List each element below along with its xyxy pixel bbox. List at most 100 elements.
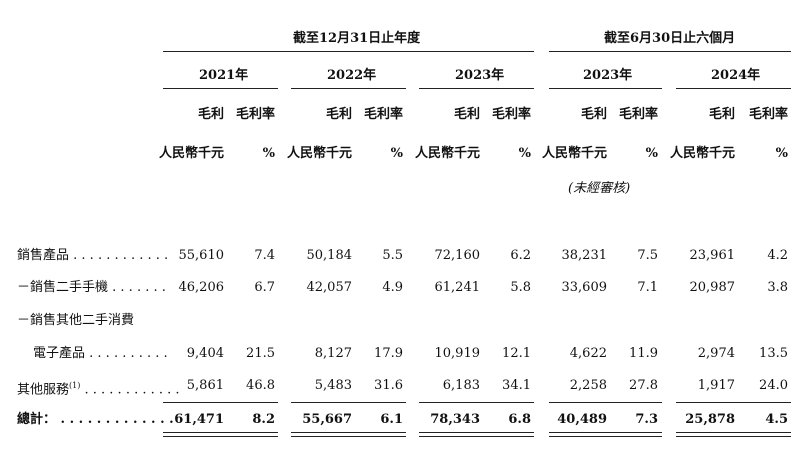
cell: 46.8 bbox=[246, 378, 275, 393]
cell: 38,231 bbox=[561, 248, 608, 263]
interim-period-header: 截至6月30日止六個月 bbox=[604, 31, 736, 46]
cell: 10,919 bbox=[434, 346, 481, 361]
unit-currency-2024: 人民幣千元 bbox=[669, 146, 735, 161]
annual-period-header: 截至12月31日止年度 bbox=[293, 31, 421, 46]
cell: 7.4 bbox=[254, 248, 275, 263]
cell: 9,404 bbox=[186, 346, 224, 361]
cell: 4.2 bbox=[767, 248, 788, 263]
cell: 8,127 bbox=[314, 346, 352, 361]
cell: 7.5 bbox=[637, 248, 658, 263]
year-header-2023: 2023年 bbox=[455, 68, 505, 83]
row-label-products: 銷售產品 . . . . . . . . . . . . bbox=[17, 248, 169, 263]
cell: 55,610 bbox=[178, 248, 225, 263]
cell: 2,258 bbox=[569, 378, 607, 393]
year-rule-2023-interim bbox=[549, 88, 662, 89]
cell: 20,987 bbox=[689, 280, 736, 295]
subtotal-rule bbox=[291, 402, 406, 403]
col-margin-2022: 毛利率 bbox=[363, 107, 403, 122]
unit-currency-2023: 人民幣千元 bbox=[414, 146, 480, 161]
row-label-other-electronics-1: －銷售其他二手消費 bbox=[17, 313, 135, 328]
year-header-2021: 2021年 bbox=[199, 68, 249, 83]
total-double-rule bbox=[549, 432, 662, 437]
total-cell: 8.2 bbox=[252, 412, 275, 427]
cell: 11.9 bbox=[629, 346, 658, 361]
year-rule-2023 bbox=[419, 88, 534, 89]
cell: 6.7 bbox=[254, 280, 275, 295]
cell: 31.6 bbox=[374, 378, 403, 393]
cell: 46,206 bbox=[178, 280, 225, 295]
total-cell: 4.5 bbox=[765, 412, 788, 427]
subtotal-rule bbox=[549, 402, 662, 403]
col-margin-2024: 毛利率 bbox=[748, 107, 788, 122]
cell: 1,917 bbox=[697, 378, 735, 393]
unit-percent-2024: % bbox=[775, 146, 788, 161]
total-cell: 40,489 bbox=[557, 412, 607, 427]
unit-percent-2023: % bbox=[518, 146, 531, 161]
cell: 4.9 bbox=[382, 280, 403, 295]
cell: 27.8 bbox=[629, 378, 658, 393]
total-double-rule bbox=[676, 432, 791, 437]
annual-period-rule bbox=[163, 51, 534, 52]
unaudited-note: (未經審核) bbox=[568, 181, 631, 196]
year-header-2024: 2024年 bbox=[711, 68, 761, 83]
row-label-total: 總計： . . . . . . . . . . . . . bbox=[17, 412, 174, 427]
total-cell: 78,343 bbox=[430, 412, 480, 427]
year-rule-2021 bbox=[163, 88, 278, 89]
col-gross-profit-2021: 毛利 bbox=[197, 107, 224, 122]
total-cell: 55,667 bbox=[302, 412, 352, 427]
cell: 33,609 bbox=[561, 280, 608, 295]
total-cell: 6.1 bbox=[380, 412, 403, 427]
unit-currency-2022: 人民幣千元 bbox=[286, 146, 352, 161]
cell: 4,622 bbox=[569, 346, 607, 361]
row-label-other-services: 其他服務(1) . . . . . . . . . . . . bbox=[17, 381, 180, 398]
cell: 50,184 bbox=[306, 248, 353, 263]
cell: 17.9 bbox=[374, 346, 403, 361]
cell: 5.5 bbox=[382, 248, 403, 263]
col-margin-2023: 毛利率 bbox=[491, 107, 531, 122]
col-gross-profit-2023: 毛利 bbox=[453, 107, 480, 122]
col-gross-profit-2022: 毛利 bbox=[325, 107, 352, 122]
year-rule-2022 bbox=[291, 88, 406, 89]
unit-percent-2023-interim: % bbox=[645, 146, 658, 161]
total-cell: 6.8 bbox=[508, 412, 531, 427]
col-gross-profit-2023-interim: 毛利 bbox=[580, 107, 607, 122]
col-margin-2023-interim: 毛利率 bbox=[618, 107, 658, 122]
cell: 13.5 bbox=[759, 346, 788, 361]
cell: 5,483 bbox=[314, 378, 352, 393]
cell: 34.1 bbox=[502, 378, 531, 393]
cell: 6,183 bbox=[442, 378, 480, 393]
total-double-rule bbox=[419, 432, 534, 437]
cell: 72,160 bbox=[434, 248, 481, 263]
col-gross-profit-2024: 毛利 bbox=[708, 107, 735, 122]
year-rule-2024 bbox=[676, 88, 791, 89]
unit-percent-2021: % bbox=[262, 146, 275, 161]
cell: 12.1 bbox=[502, 346, 531, 361]
year-header-2023-interim: 2023年 bbox=[583, 68, 633, 83]
cell: 3.8 bbox=[767, 280, 788, 295]
row-label-other-electronics-2: 電子產品 . . . . . . . . . . bbox=[33, 346, 168, 361]
cell: 21.5 bbox=[246, 346, 275, 361]
cell: 24.0 bbox=[759, 378, 788, 393]
cell: 5.8 bbox=[510, 280, 531, 295]
subtotal-rule bbox=[419, 402, 534, 403]
cell: 2,974 bbox=[697, 346, 735, 361]
total-cell: 7.3 bbox=[635, 412, 658, 427]
cell: 23,961 bbox=[689, 248, 736, 263]
total-cell: 61,471 bbox=[174, 412, 224, 427]
row-label-used-phones: －銷售二手手機 . . . . . . . bbox=[17, 280, 166, 295]
subtotal-rule bbox=[163, 402, 278, 403]
unit-percent-2022: % bbox=[390, 146, 403, 161]
cell: 42,057 bbox=[306, 280, 353, 295]
cell: 5,861 bbox=[186, 378, 224, 393]
total-double-rule bbox=[163, 432, 278, 437]
cell: 6.2 bbox=[510, 248, 531, 263]
total-double-rule bbox=[291, 432, 406, 437]
interim-period-rule bbox=[549, 51, 791, 52]
total-cell: 25,878 bbox=[685, 412, 735, 427]
col-margin-2021: 毛利率 bbox=[235, 107, 275, 122]
unit-currency-2021: 人民幣千元 bbox=[158, 146, 224, 161]
subtotal-rule bbox=[676, 402, 791, 403]
unit-currency-2023-interim: 人民幣千元 bbox=[541, 146, 607, 161]
cell: 7.1 bbox=[637, 280, 658, 295]
cell: 61,241 bbox=[434, 280, 481, 295]
